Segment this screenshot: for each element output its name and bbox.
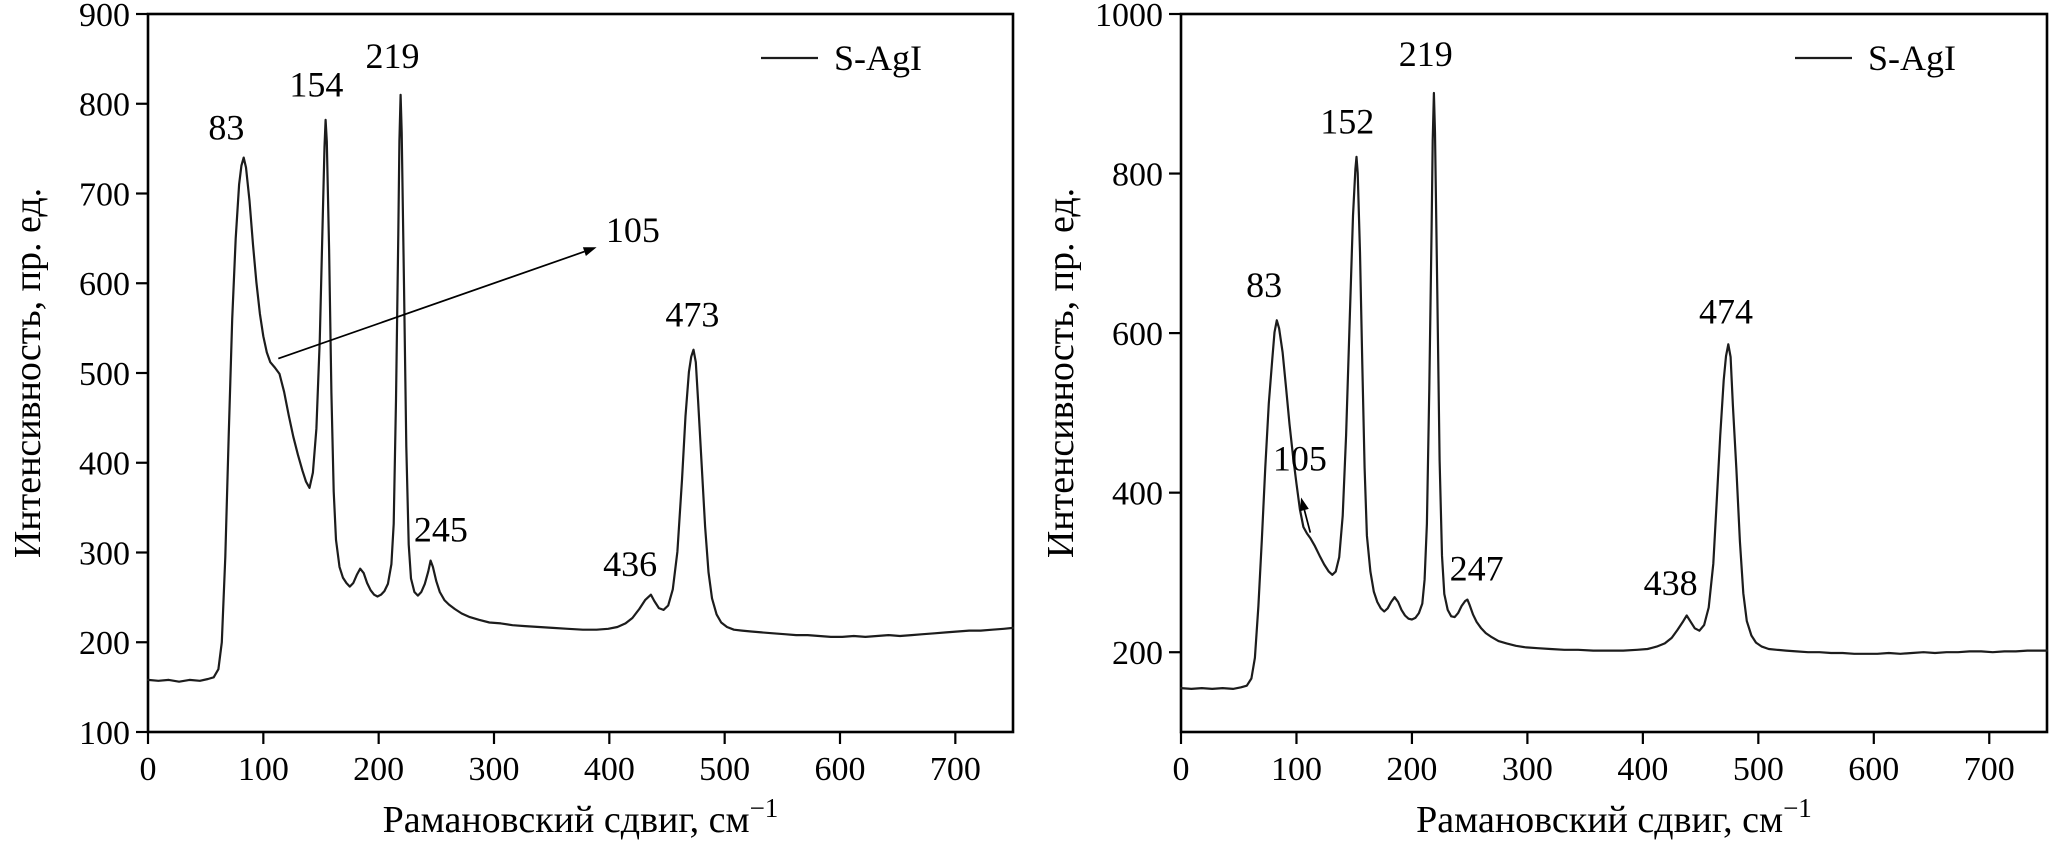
spectrum-line bbox=[1179, 91, 2049, 690]
x-tick-label: 300 bbox=[469, 751, 520, 788]
x-tick-label: 0 bbox=[140, 751, 157, 788]
x-tick-label: 300 bbox=[1502, 751, 1553, 788]
peak-label: 245 bbox=[414, 510, 468, 550]
x-tick-label: 600 bbox=[1848, 751, 1899, 788]
y-tick-label: 600 bbox=[1112, 316, 1163, 353]
x-tick-label: 200 bbox=[1386, 751, 1437, 788]
annotation-arrow-line bbox=[1303, 509, 1312, 533]
peak-label-annotated: 105 bbox=[1273, 438, 1327, 478]
y-tick-label: 900 bbox=[79, 0, 130, 34]
peak-label: 154 bbox=[289, 65, 343, 105]
raman-chart-left-svg: 0 100 200 300 400 500 600 700 100 200 300 400 500 600… bbox=[7, 0, 1015, 841]
y-tick-label: 200 bbox=[79, 625, 130, 662]
peak-label: 152 bbox=[1320, 102, 1374, 142]
y-axis-label: Интенсивность, пр. ед. bbox=[7, 188, 49, 558]
y-axis-label: Интенсивность, пр. ед. bbox=[1040, 188, 1082, 558]
y-tick-label: 300 bbox=[79, 535, 130, 572]
y-tick-label: 800 bbox=[1112, 156, 1163, 193]
x-tick-label: 400 bbox=[584, 751, 635, 788]
peak-label: 436 bbox=[603, 544, 657, 584]
annotation-arrowhead bbox=[1299, 497, 1309, 512]
y-tick-label: 700 bbox=[79, 176, 130, 213]
peak-label-annotated: 105 bbox=[606, 210, 660, 250]
raman-chart-right-svg: 0 100 200 300 400 500 600 700 200 400 600 800 1000 Ра… bbox=[1040, 0, 2049, 841]
x-tick-label: 100 bbox=[1271, 751, 1322, 788]
x-tick-label: 600 bbox=[815, 751, 866, 788]
y-tick-label: 1000 bbox=[1095, 0, 1163, 34]
peak-label: 83 bbox=[1246, 265, 1282, 305]
peak-label: 438 bbox=[1644, 563, 1698, 603]
legend-label: S-AgI bbox=[834, 38, 922, 78]
raman-chart-right: 0 100 200 300 400 500 600 700 200 400 600 800 1000 Ра… bbox=[1033, 0, 2067, 850]
x-tick-label: 400 bbox=[1617, 751, 1668, 788]
x-tick-label: 200 bbox=[353, 751, 404, 788]
y-tick-label: 500 bbox=[79, 356, 130, 393]
y-tick-label: 400 bbox=[1112, 476, 1163, 513]
peak-label: 83 bbox=[208, 108, 244, 148]
peak-label: 473 bbox=[665, 294, 719, 334]
x-tick-label: 100 bbox=[238, 751, 289, 788]
y-tick-label: 800 bbox=[79, 87, 130, 124]
y-tick-label: 100 bbox=[79, 715, 130, 752]
x-axis-label: Рамановский сдвиг, см−1 bbox=[1416, 793, 1812, 841]
y-tick-label: 600 bbox=[79, 266, 130, 303]
peak-label: 219 bbox=[366, 36, 420, 76]
peak-label: 219 bbox=[1399, 34, 1453, 74]
x-tick-label: 500 bbox=[1733, 751, 1784, 788]
x-axis-label: Рамановский сдвиг, см−1 bbox=[383, 793, 779, 841]
peak-label: 247 bbox=[1450, 548, 1504, 588]
annotation-arrow-line bbox=[278, 250, 585, 360]
y-tick-label: 400 bbox=[79, 446, 130, 483]
legend-label: S-AgI bbox=[1868, 38, 1956, 78]
x-tick-label: 700 bbox=[930, 751, 981, 788]
raman-chart-left: 0 100 200 300 400 500 600 700 100 200 300 400 500 600… bbox=[0, 0, 1033, 850]
spectrum-line bbox=[146, 93, 1015, 683]
peak-label: 474 bbox=[1699, 292, 1753, 332]
x-tick-label: 500 bbox=[699, 751, 750, 788]
annotation-arrowhead bbox=[582, 247, 597, 256]
x-tick-label: 700 bbox=[1964, 751, 2015, 788]
x-tick-label: 0 bbox=[1173, 751, 1190, 788]
plot-frame bbox=[1179, 12, 2049, 734]
y-tick-label: 200 bbox=[1112, 635, 1163, 672]
